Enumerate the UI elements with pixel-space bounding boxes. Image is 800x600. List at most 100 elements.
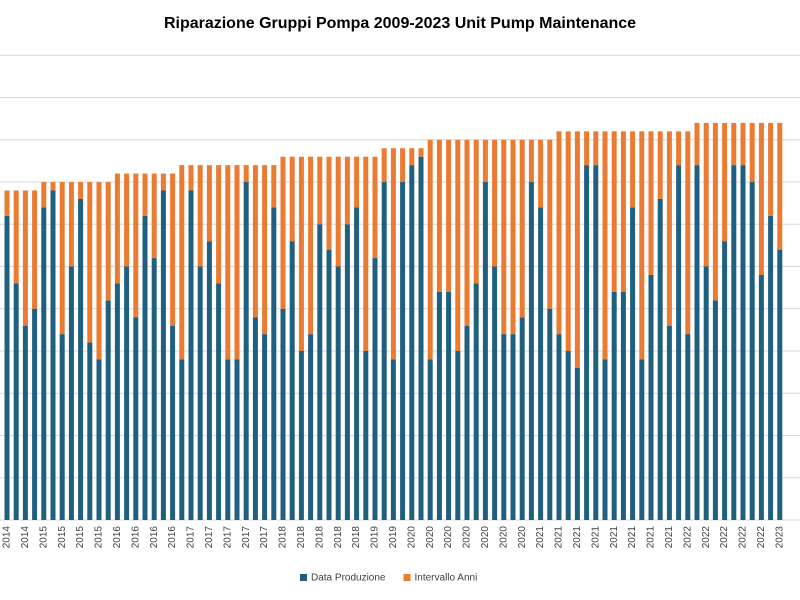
x-tick-label: 2018 [333,526,344,549]
bar-segment [501,139,507,335]
bar-segment [216,283,222,520]
bar-segment [740,165,746,520]
bar-segment [749,182,755,520]
bar-segment [262,334,268,520]
bar-segment [22,325,28,520]
x-tick-label: 2020 [425,526,436,549]
bar-segment [639,131,645,360]
bar-segment [363,156,369,352]
x-tick-label: 2018 [296,526,307,549]
bar-segment [87,342,93,520]
bar-segment [252,165,258,318]
bar-segment [151,258,157,520]
bar-segment [216,165,222,284]
bar-segment [344,224,350,521]
bar-segment [436,291,442,520]
x-tick-label: 2017 [204,526,215,549]
bar-segment [188,165,194,191]
x-tick-label: 2021 [627,526,638,549]
bar-segment [694,122,700,166]
bar-segment [565,351,571,520]
bar-segment [694,165,700,520]
bar-segment [381,182,387,520]
bar-segment [114,283,120,520]
bar-segment [528,139,534,183]
bar-segment [593,131,599,166]
bar-segment [105,300,111,520]
bar-segment [41,182,47,208]
bar-segment [225,359,231,520]
bar-segment [234,359,240,520]
bar-segment [666,131,672,326]
bar-segment [133,317,139,520]
bar-segment [538,207,544,520]
bar-segment [777,122,783,250]
bar-segment [427,139,433,360]
x-tick-label: 2022 [756,526,767,549]
x-tick-label: 2014 [20,526,31,549]
x-tick-label: 2021 [664,526,675,549]
bar-segment [289,241,295,520]
bar-segment [179,359,185,520]
bar-segment [446,139,452,292]
bar-segment [657,198,663,520]
bar-segment [676,165,682,520]
bar-segment [666,325,672,520]
bar-segment [418,156,424,520]
bar-segment [142,215,148,520]
bar-segment [96,182,102,360]
bar-segment [685,131,691,335]
bar-segment [574,131,580,368]
bar-segment [372,258,378,520]
bar-segment [519,317,525,520]
bar-segment [400,182,406,520]
bar-segment [13,190,19,284]
bar-segment [344,156,350,225]
bar-segment [473,283,479,520]
legend-label: Intervallo Anni [415,573,478,584]
bar-segment [4,215,10,520]
bar-segment [133,173,139,318]
x-tick-label: 2017 [222,526,233,549]
bar-segment [87,182,93,343]
bar-segment [335,266,341,520]
bar-segment [32,190,38,309]
bar-segment [703,122,709,267]
bar-segment [326,156,332,250]
bar-segment [602,131,608,360]
bar-segment [547,139,553,309]
bar-segment [740,122,746,166]
bar-segment [197,266,203,520]
x-tick-label: 2018 [278,526,289,549]
bar-segment [243,182,249,520]
bar-segment [170,173,176,326]
bar-segment [722,122,728,242]
bar-segment [22,190,28,326]
x-tick-label: 2016 [149,526,160,549]
bar-segment [528,182,534,520]
x-tick-label: 2020 [406,526,417,549]
x-tick-label: 2016 [167,526,178,549]
bar-segment [170,325,176,520]
x-tick-label: 2020 [498,526,509,549]
bar-segment [556,131,562,335]
bar-segment [436,139,442,292]
bar-segment [354,156,360,208]
bar-segment [298,351,304,520]
bar-segment [289,156,295,242]
bar-segment [510,334,516,520]
bar-segment [32,308,38,520]
bar-segment [160,190,166,520]
x-tick-label: 2018 [351,526,362,549]
bar-segment [390,148,396,360]
bar-segment [584,131,590,166]
bar-segment [676,131,682,166]
bar-segment [409,165,415,520]
bar-segment [538,139,544,208]
bar-segment [648,274,654,520]
bar-segment [556,334,562,520]
bar-segment [326,249,332,520]
bar-segment [758,122,764,275]
x-tick-label: 2016 [130,526,141,549]
